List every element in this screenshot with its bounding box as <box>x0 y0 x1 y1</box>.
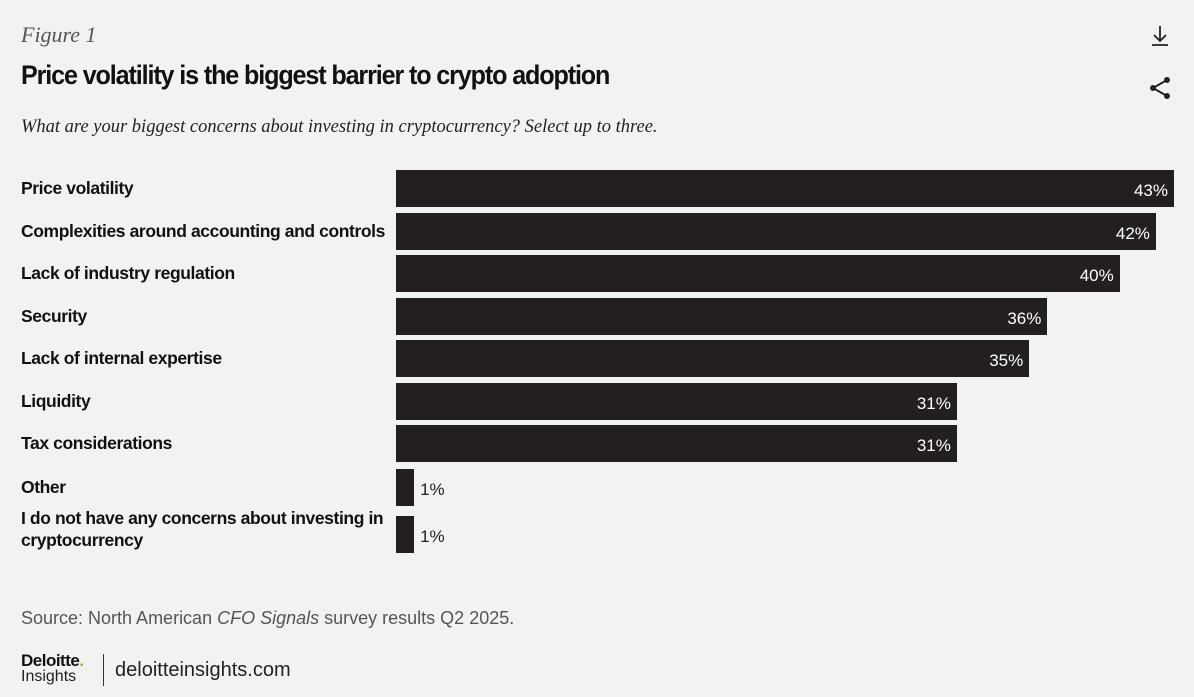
value-label: 1% <box>420 480 445 499</box>
source-publication: CFO Signals <box>217 608 320 628</box>
logo-dot: . <box>79 651 84 670</box>
deloitte-logo: Deloitte. Insights <box>21 651 84 685</box>
divider <box>103 654 104 686</box>
value-label: 35% <box>989 351 1024 370</box>
source-prefix: Source: North American <box>21 608 218 628</box>
bar <box>396 425 957 462</box>
source-note: Source: North American CFO Signals surve… <box>21 608 514 629</box>
logo-brand: Deloitte <box>21 651 80 670</box>
bar <box>396 213 1156 250</box>
category-label: Liquidity <box>21 391 91 411</box>
category-label: Complexities around accounting and contr… <box>21 221 385 241</box>
value-label: 43% <box>1133 181 1168 200</box>
category-label: Price volatility <box>21 178 134 198</box>
category-label: Other <box>21 477 66 497</box>
value-label: 31% <box>916 436 951 455</box>
bar <box>396 469 415 506</box>
download-icon[interactable] <box>1147 23 1173 49</box>
value-label: 36% <box>1007 309 1042 328</box>
site-link[interactable]: deloitteinsights.com <box>115 659 291 681</box>
bar <box>396 255 1120 292</box>
value-label: 1% <box>420 527 445 546</box>
bar <box>396 340 1030 377</box>
logo-sub: Insights <box>21 668 77 685</box>
category-label: Lack of internal expertise <box>21 348 222 368</box>
value-label: 42% <box>1115 224 1150 243</box>
source-suffix: survey results Q2 2025. <box>319 608 515 628</box>
chart-title: Price volatility is the biggest barrier … <box>21 60 610 90</box>
value-label: 31% <box>916 394 951 413</box>
category-label: Security <box>21 306 87 326</box>
category-label: Tax considerations <box>21 433 172 453</box>
chart-subtitle: What are your biggest concerns about inv… <box>21 117 658 137</box>
bar <box>396 383 957 420</box>
bar <box>396 170 1174 207</box>
category-label: I do not have any concerns about investi… <box>21 508 384 550</box>
figure-label: Figure 1 <box>21 22 97 47</box>
share-icon[interactable] <box>1147 75 1173 101</box>
value-label: 40% <box>1079 266 1114 285</box>
bar <box>396 516 415 553</box>
category-label: Lack of industry regulation <box>21 263 235 283</box>
bar <box>396 298 1048 335</box>
